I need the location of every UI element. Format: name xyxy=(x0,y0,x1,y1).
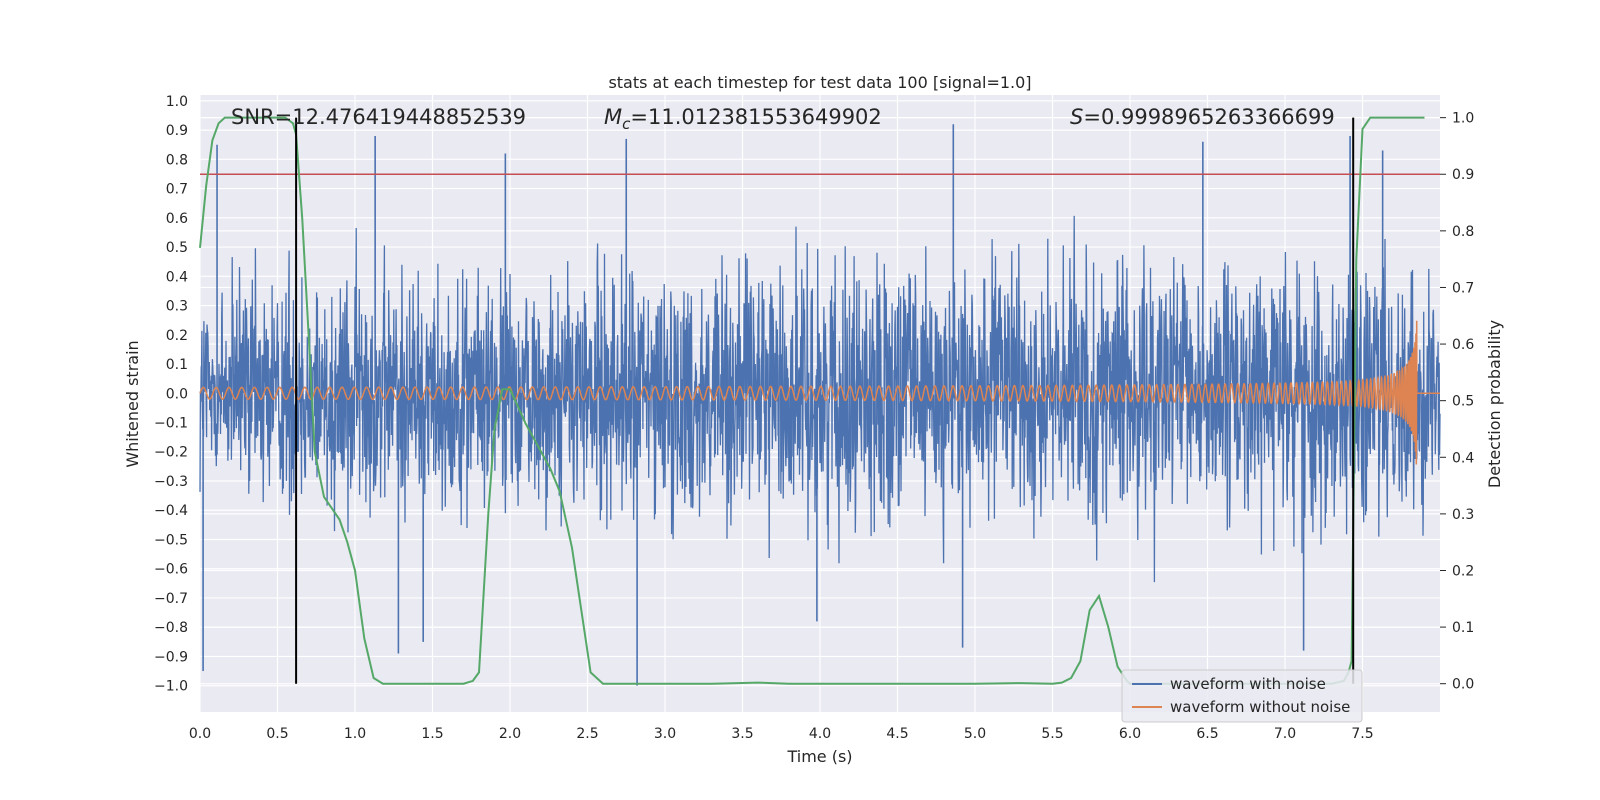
x-tick-label: 0.5 xyxy=(266,726,288,742)
y-tick-label: 0.2 xyxy=(166,328,188,344)
y-tick-label: 0.7 xyxy=(166,182,188,198)
x-tick-label: 3.5 xyxy=(731,726,753,742)
legend-box xyxy=(1121,669,1363,723)
y2-tick-label: 0.6 xyxy=(1452,337,1474,353)
y-tick-label: −0.2 xyxy=(154,445,188,461)
y-tick-label: −1.0 xyxy=(154,679,188,695)
score-annotation: S=0.9998965263366699 xyxy=(1070,105,1335,129)
x-tick-label: 6.0 xyxy=(1119,726,1141,742)
score-value: =0.9998965263366699 xyxy=(1083,105,1334,129)
y-tick-label: −0.9 xyxy=(154,649,188,665)
y2-tick-label: 0.5 xyxy=(1452,394,1474,410)
chirp-mass-value: =11.012381553649902 xyxy=(630,105,881,129)
y2-tick-label: 0.1 xyxy=(1452,620,1474,636)
axis-ticks: 0.0 0.5 1.0 1.5 2.0 2.5 3.0 3.5 4.0 4.5 5.0 5.5 6.0 6… xyxy=(154,94,1474,742)
y-tick-label: −0.5 xyxy=(154,532,188,548)
score-symbol: S xyxy=(1070,105,1083,129)
y-tick-label: −0.8 xyxy=(154,620,188,636)
noise-trace xyxy=(199,215,1441,583)
legend: waveform with noise waveform without noi… xyxy=(1121,669,1363,723)
x-tick-label: 2.0 xyxy=(499,726,521,742)
y-tick-label: 0.5 xyxy=(166,240,188,256)
chirp-mass-symbol: M xyxy=(604,105,622,129)
x-tick-label: 2.5 xyxy=(576,726,598,742)
y2-tick-label: 0.0 xyxy=(1452,677,1474,693)
y-tick-label: 0.0 xyxy=(166,386,188,402)
y-tick-label: −0.4 xyxy=(154,503,188,519)
y2-tick-label: 0.8 xyxy=(1452,224,1474,240)
x-tick-label: 7.0 xyxy=(1274,726,1296,742)
x-tick-label: 4.5 xyxy=(886,726,908,742)
legend-label-clean: waveform without noise xyxy=(1170,698,1350,716)
legend-label-noise: waveform with noise xyxy=(1170,675,1326,693)
clean-trace xyxy=(199,320,1440,465)
x-tick-label: 4.0 xyxy=(809,726,831,742)
y2-axis-label: Detection probability xyxy=(1485,320,1504,488)
series-waveform-with-noise xyxy=(199,124,1441,686)
y-tick-label: −0.3 xyxy=(154,474,188,490)
y-tick-label: 0.4 xyxy=(166,269,188,285)
y2-tick-label: 1.0 xyxy=(1452,111,1474,127)
x-axis-label: Time (s) xyxy=(786,747,852,766)
chart-title: stats at each timestep for test data 100… xyxy=(608,73,1031,92)
y-tick-label: 0.1 xyxy=(166,357,188,373)
y-tick-label: 0.6 xyxy=(166,211,188,227)
y-tick-label: −0.6 xyxy=(154,562,188,578)
x-tick-label: 5.5 xyxy=(1041,726,1063,742)
y2-tick-label: 0.4 xyxy=(1452,450,1474,466)
y2-tick-label: 0.2 xyxy=(1452,563,1474,579)
y-tick-label: 0.9 xyxy=(166,123,188,139)
x-tick-label: 1.0 xyxy=(344,726,366,742)
snr-annotation: SNR=12.476419448852539 xyxy=(231,105,526,129)
x-tick-label: 5.0 xyxy=(964,726,986,742)
y-tick-label: 1.0 xyxy=(166,94,188,110)
y-tick-label: 0.3 xyxy=(166,299,188,315)
y-tick-label: −0.1 xyxy=(154,416,188,432)
y2-tick-label: 0.3 xyxy=(1452,507,1474,523)
y-axis-label: Whitened strain xyxy=(123,340,142,467)
vertical-markers xyxy=(295,117,1355,684)
x-tick-label: 3.0 xyxy=(654,726,676,742)
x-tick-label: 1.5 xyxy=(421,726,443,742)
chirp-mass-subscript: c xyxy=(622,115,631,133)
x-tick-label: 6.5 xyxy=(1196,726,1218,742)
y-tick-label: 0.8 xyxy=(166,152,188,168)
y2-tick-label: 0.7 xyxy=(1452,280,1474,296)
y2-tick-label: 0.9 xyxy=(1452,167,1474,183)
x-tick-label: 7.5 xyxy=(1351,726,1373,742)
x-tick-label: 0.0 xyxy=(189,726,211,742)
y-tick-label: −0.7 xyxy=(154,591,188,607)
series-waveform-without-noise xyxy=(199,320,1440,465)
chirp-mass-annotation: Mc=11.012381553649902 xyxy=(604,105,882,133)
